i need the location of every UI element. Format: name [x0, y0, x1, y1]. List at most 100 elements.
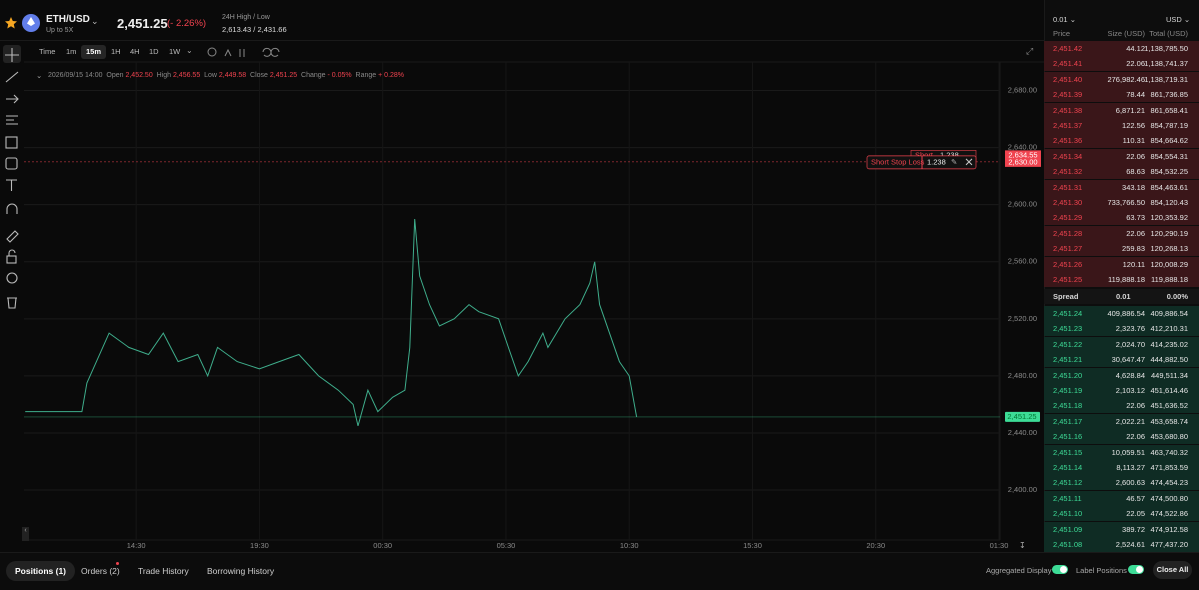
label-positions-toggle[interactable]: [1128, 565, 1144, 574]
collapse-tools[interactable]: ‹: [22, 527, 29, 541]
bid-row: 2,451.19 2,103.12 451,614.46: [1044, 383, 1199, 398]
short-price-label: 2,634.55: [1008, 150, 1037, 159]
price-cell: 2,451.41: [1053, 59, 1083, 69]
tick-size[interactable]: 0.01 ⌄: [1053, 15, 1076, 24]
size-cell: 44.12: [1126, 44, 1145, 53]
bid-row: 2,451.10 22.05 474,522.86: [1044, 506, 1199, 522]
price-cell: 2,451.14: [1053, 463, 1083, 472]
header: [0, 0, 1044, 41]
currency[interactable]: USD ⌄: [1166, 15, 1191, 24]
axis-reset[interactable]: ↧: [1019, 541, 1026, 550]
ohlc-legend: 2026/09/15 14:00 Open 2,452.50 High 2,45…: [48, 72, 404, 79]
price-cell: 2,451.42: [1053, 44, 1083, 53]
size-cell: 733,766.50: [1107, 198, 1145, 207]
ohlc-date: 2026/09/15 14:00: [48, 72, 103, 79]
price-cell: 2,451.39: [1053, 90, 1083, 100]
total-cell: 861,658.41: [1150, 105, 1188, 115]
ask-row: 2,451.34 22.06 854,554.31: [1044, 148, 1199, 164]
ohlc-value: 2,451.25: [269, 72, 298, 79]
bid-row: 2,451.15 10,059.51 463,740.32: [1044, 444, 1199, 460]
size-cell: 2,524.61: [1115, 540, 1145, 549]
size-cell: 22.06: [1126, 228, 1145, 238]
bid-row: 2,451.09 389.72 474,912.58: [1044, 521, 1199, 537]
tab[interactable]: Borrowing History: [207, 566, 275, 576]
edit-icon[interactable]: ✎: [951, 157, 957, 166]
y-tick-label: 2,600.00: [1008, 200, 1037, 209]
leverage: Up to 5X: [46, 27, 74, 34]
price-cell: 2,451.30: [1053, 198, 1083, 207]
price-cell: 2,451.22: [1053, 339, 1083, 349]
ohlc-value: 2,452.50: [125, 72, 153, 79]
interval-button[interactable]: 1m: [66, 47, 77, 56]
size-cell: 276,982.46: [1107, 74, 1145, 84]
bid-row: 2,451.11 46.57 474,500.80: [1044, 490, 1199, 506]
price-cell: 2,451.25: [1053, 275, 1083, 284]
ohlc-value: 2,456.55: [172, 72, 201, 79]
size-cell: 119,888.18: [1108, 275, 1145, 284]
interval-more[interactable]: ⌄: [186, 46, 193, 55]
total-cell: 449,511.34: [1151, 370, 1188, 380]
eth-logo: [22, 14, 40, 32]
size-cell: 409,886.54: [1107, 309, 1145, 318]
aggregated-label: Aggregated Display: [986, 566, 1052, 575]
interval-button[interactable]: 4H: [130, 47, 140, 56]
favorite-star[interactable]: [5, 17, 17, 29]
size-cell: 259.83: [1122, 244, 1145, 254]
size-cell: 6,871.21: [1115, 105, 1145, 115]
ohlc-label: Close: [250, 72, 268, 79]
pair-dropdown[interactable]: ⌄: [91, 16, 99, 26]
size-cell: 10,059.51: [1111, 447, 1145, 457]
ask-row: 2,451.39 78.44 861,736.85: [1044, 87, 1199, 103]
price-cell: 2,451.15: [1053, 447, 1083, 457]
tab[interactable]: Orders (2): [81, 566, 120, 576]
cancel-icon[interactable]: [965, 158, 973, 166]
ask-row: 2,451.36 110.31 854,664.62: [1044, 133, 1199, 149]
interval-button[interactable]: 1H: [111, 47, 121, 56]
aggregated-toggle[interactable]: [1052, 565, 1068, 574]
interval-button[interactable]: 15m: [81, 45, 107, 59]
interval-button[interactable]: 1D: [149, 47, 159, 56]
price-cell: 2,451.19: [1053, 386, 1083, 395]
total-cell: 120,268.13: [1150, 244, 1188, 254]
total-cell: 854,532.25: [1150, 167, 1188, 177]
ohlc-value: + 0.28%: [378, 72, 405, 79]
stop-loss-qty: 1.238: [927, 157, 946, 166]
column-headers: Price Size (USD) Total (USD): [1044, 26, 1199, 41]
price-cell: 2,451.36: [1053, 136, 1083, 146]
x-tick-label: 00:30: [373, 541, 392, 550]
bid-row: 2,451.23 2,323.76 412,210.31: [1044, 321, 1199, 337]
tab[interactable]: Trade History: [138, 566, 189, 576]
y-tick-label: 2,640.00: [1008, 143, 1037, 152]
size-cell: 63.73: [1126, 213, 1145, 223]
ohlc-label: Open: [106, 72, 124, 79]
column-header: Total (USD): [1149, 29, 1188, 38]
total-cell: 854,664.62: [1150, 136, 1188, 146]
total-cell: 474,522.86: [1150, 509, 1188, 519]
price-cell: 2,451.21: [1053, 355, 1083, 365]
total-cell: 444,882.50: [1150, 355, 1188, 365]
spread-cell: 0.01: [1116, 292, 1131, 301]
total-cell: 854,554.31: [1150, 151, 1188, 161]
total-cell: 477,437.20: [1150, 540, 1188, 549]
ask-row: 2,451.31 343.18 854,463.61: [1044, 179, 1199, 195]
bid-row: 2,451.18 22.06 451,636.52: [1044, 398, 1199, 414]
interval-button[interactable]: Time: [39, 47, 56, 56]
x-tick-label: 14:30: [127, 541, 146, 550]
ask-row: 2,451.30 733,766.50 854,120.43: [1044, 195, 1199, 210]
ask-row: 2,451.29 63.73 120,353.92: [1044, 210, 1199, 226]
ohlc-label: Range: [355, 72, 377, 79]
size-cell: 4,628.84: [1115, 370, 1145, 380]
size-cell: 22.06: [1126, 401, 1145, 411]
price-cell: 2,451.10: [1053, 509, 1083, 519]
size-cell: 110.31: [1122, 136, 1145, 146]
fullscreen[interactable]: ⤢: [1026, 46, 1034, 56]
x-tick-label: 10:30: [620, 541, 639, 550]
pair[interactable]: ETH/USD: [46, 14, 90, 25]
tab[interactable]: Positions (1): [6, 561, 76, 581]
price-cell: 2,451.09: [1053, 524, 1083, 534]
close-all-button[interactable]: Close All: [1153, 561, 1192, 579]
size-cell: 22.05: [1126, 509, 1145, 519]
legend-toggle[interactable]: ⌄: [36, 71, 43, 80]
interval-button[interactable]: 1W: [169, 47, 181, 56]
